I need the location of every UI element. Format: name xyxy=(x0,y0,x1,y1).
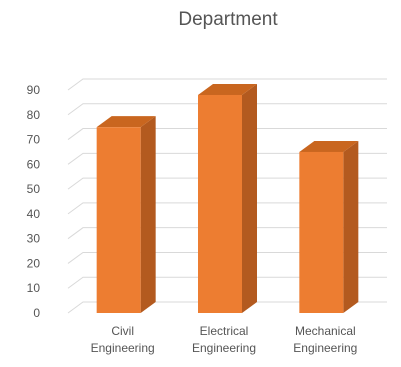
bar xyxy=(299,140,359,313)
gridline xyxy=(67,276,387,289)
x-category-label: Engineering xyxy=(91,341,155,355)
gridline xyxy=(67,78,387,91)
bar-front-face xyxy=(198,94,242,313)
chart-title: Department xyxy=(178,9,278,30)
bar-top-face xyxy=(96,116,156,128)
x-category-label: Civil xyxy=(111,324,134,338)
y-axis-ticks: 0 10 20 30 40 50 60 70 80 90 xyxy=(27,83,41,320)
y-tick-label: 0 xyxy=(33,306,40,320)
y-tick-label: 60 xyxy=(27,157,41,171)
x-category-label: Mechanical xyxy=(295,324,356,338)
bar xyxy=(198,83,257,313)
bar-front-face xyxy=(96,127,141,314)
bar-side-face xyxy=(242,83,257,313)
gridline xyxy=(67,152,387,165)
y-tick-label: 40 xyxy=(27,207,41,221)
bar xyxy=(96,116,156,314)
y-tick-label: 80 xyxy=(27,108,41,122)
y-tick-label: 70 xyxy=(27,133,41,147)
x-category-label: Electrical xyxy=(200,324,249,338)
bar-side-face xyxy=(343,140,359,313)
bar-side-face xyxy=(140,116,156,314)
bars xyxy=(96,83,359,314)
x-axis-categories: Civil Engineering Electrical Engineering Mec… xyxy=(91,324,358,355)
gridline xyxy=(67,202,387,215)
x-category-label: Engineering xyxy=(293,341,357,355)
gridline xyxy=(67,103,387,116)
bar-front-face xyxy=(299,151,344,313)
y-tick-label: 30 xyxy=(27,232,41,246)
y-tick-label: 10 xyxy=(27,281,41,295)
y-tick-label: 20 xyxy=(27,256,41,270)
gridline xyxy=(67,128,387,140)
bar-top-face xyxy=(198,83,257,95)
gridline xyxy=(67,251,387,264)
gridline xyxy=(67,227,387,240)
gridlines xyxy=(67,78,387,314)
gridline xyxy=(67,177,387,190)
x-category-label: Engineering xyxy=(192,341,256,355)
y-tick-label: 90 xyxy=(27,83,41,97)
gridline xyxy=(67,301,387,314)
y-tick-label: 50 xyxy=(27,182,41,196)
bar-top-face xyxy=(299,140,359,152)
